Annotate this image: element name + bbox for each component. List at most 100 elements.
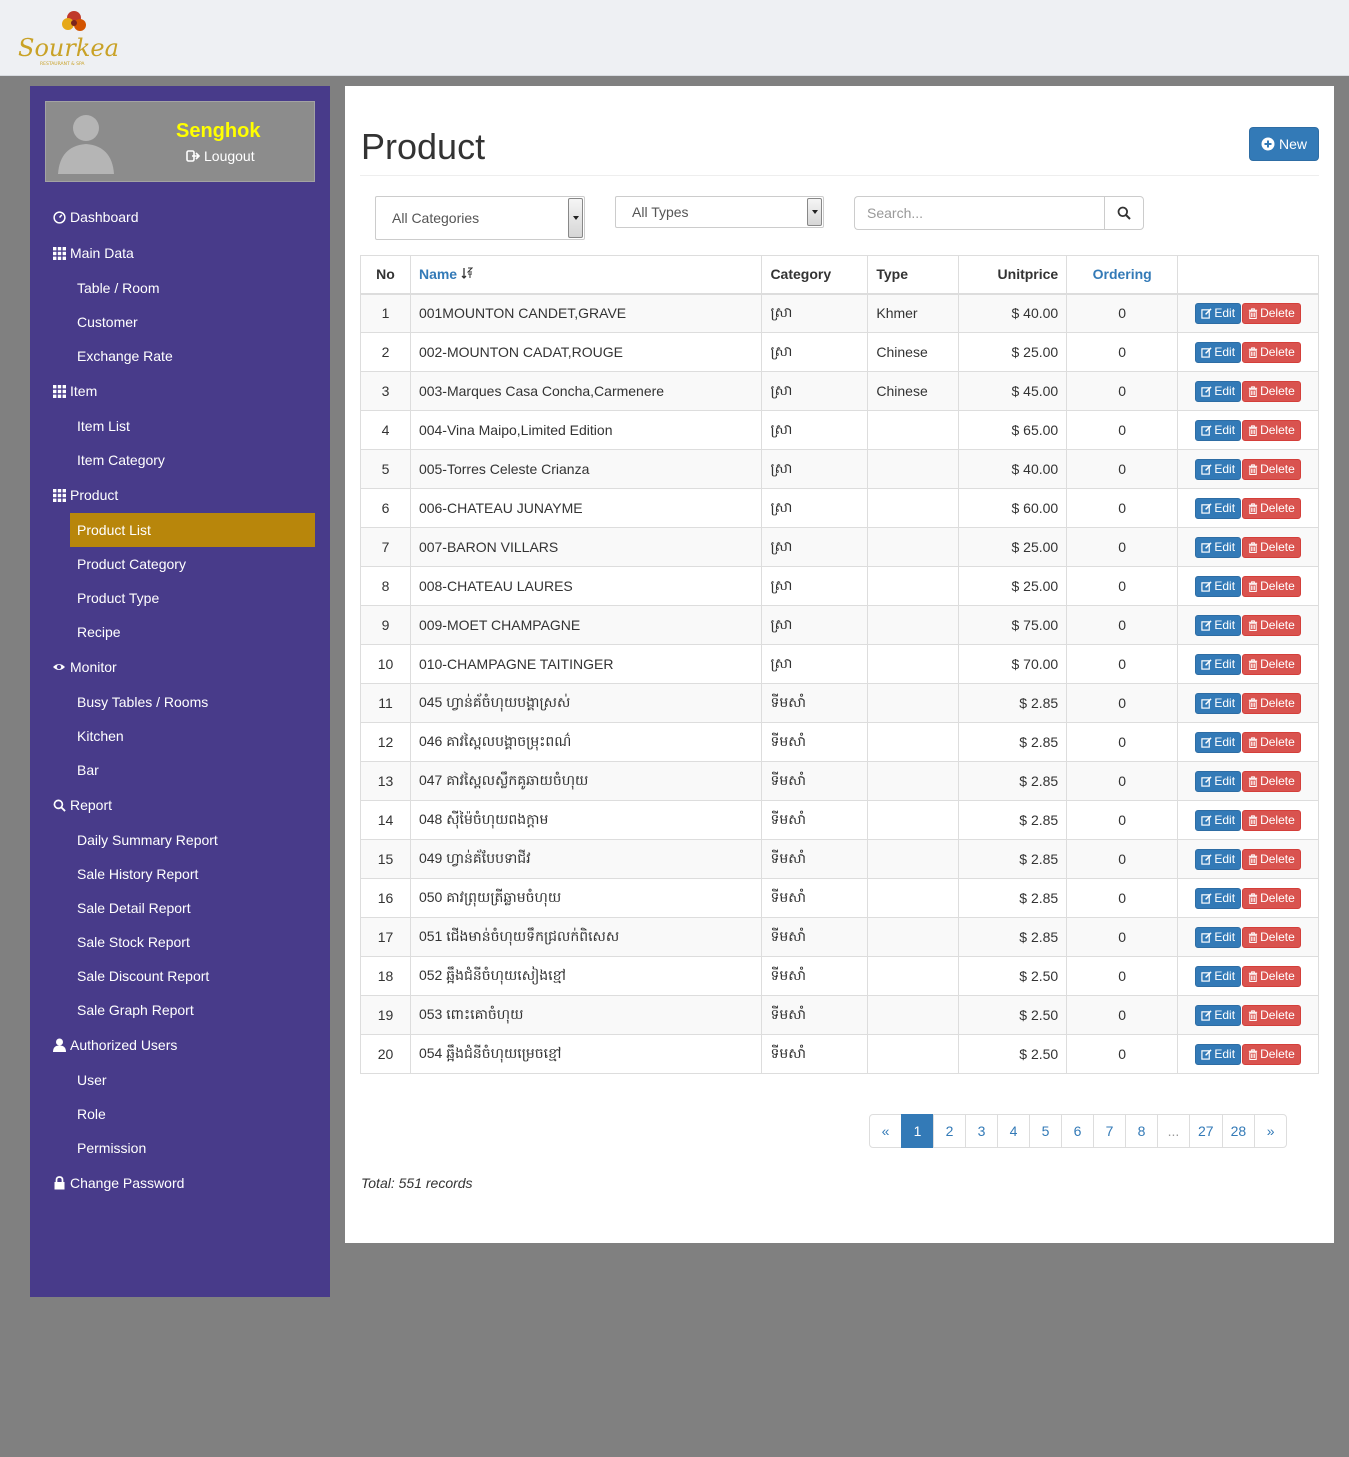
sidebar-item-main-data[interactable]: Main Data — [30, 235, 330, 271]
edit-button[interactable]: Edit — [1195, 848, 1242, 870]
cell-actions: Edit Delete — [1177, 839, 1319, 879]
delete-button[interactable]: Delete — [1242, 848, 1301, 870]
sidebar-item-permission[interactable]: Permission — [30, 1131, 330, 1165]
edit-button[interactable]: Edit — [1195, 302, 1242, 324]
sidebar-item-product-list[interactable]: Product List — [70, 513, 315, 547]
delete-button[interactable]: Delete — [1242, 770, 1301, 792]
sidebar-item-product[interactable]: Product — [30, 477, 330, 513]
delete-button[interactable]: Delete — [1242, 731, 1301, 753]
sidebar-item-busy-tables-rooms[interactable]: Busy Tables / Rooms — [30, 685, 330, 719]
sidebar-item-sale-discount-report[interactable]: Sale Discount Report — [30, 959, 330, 993]
page-8[interactable]: 8 — [1125, 1114, 1158, 1148]
delete-button[interactable]: Delete — [1242, 302, 1301, 324]
page-7[interactable]: 7 — [1093, 1114, 1126, 1148]
delete-button[interactable]: Delete — [1242, 692, 1301, 714]
edit-button[interactable]: Edit — [1195, 575, 1242, 597]
edit-button[interactable]: Edit — [1195, 1043, 1242, 1065]
page-1[interactable]: 1 — [901, 1114, 934, 1148]
edit-button[interactable]: Edit — [1195, 614, 1242, 636]
page-6[interactable]: 6 — [1061, 1114, 1094, 1148]
page-prev[interactable]: « — [869, 1114, 902, 1148]
edit-button[interactable]: Edit — [1195, 770, 1242, 792]
delete-button[interactable]: Delete — [1242, 1004, 1301, 1026]
edit-button[interactable]: Edit — [1195, 380, 1242, 402]
edit-button[interactable]: Edit — [1195, 458, 1242, 480]
search-input[interactable] — [854, 196, 1105, 230]
delete-button[interactable]: Delete — [1242, 1043, 1301, 1065]
delete-button[interactable]: Delete — [1242, 380, 1301, 402]
delete-button[interactable]: Delete — [1242, 458, 1301, 480]
sidebar-item-sale-graph-report[interactable]: Sale Graph Report — [30, 993, 330, 1027]
edit-button[interactable]: Edit — [1195, 341, 1242, 363]
trash-icon — [1248, 580, 1258, 592]
category-filter-select[interactable]: All Categories — [375, 196, 585, 240]
edit-label: Edit — [1214, 462, 1236, 476]
sidebar-item-item-list[interactable]: Item List — [30, 409, 330, 443]
delete-button[interactable]: Delete — [1242, 926, 1301, 948]
delete-button[interactable]: Delete — [1242, 965, 1301, 987]
cell-category: ស្រា — [761, 644, 869, 684]
sidebar-item-exchange-rate[interactable]: Exchange Rate — [30, 339, 330, 373]
edit-button[interactable]: Edit — [1195, 1004, 1242, 1026]
sidebar-item-recipe[interactable]: Recipe — [30, 615, 330, 649]
cell-no: 16 — [360, 878, 411, 918]
page-4[interactable]: 4 — [997, 1114, 1030, 1148]
sidebar-item-kitchen[interactable]: Kitchen — [30, 719, 330, 753]
delete-button[interactable]: Delete — [1242, 341, 1301, 363]
cell-name: 050 គាវព្រុយត្រីឆ្លាមចំហុយ — [409, 878, 763, 918]
edit-button[interactable]: Edit — [1195, 965, 1242, 987]
delete-button[interactable]: Delete — [1242, 536, 1301, 558]
page-next[interactable]: » — [1254, 1114, 1288, 1148]
page-3[interactable]: 3 — [965, 1114, 998, 1148]
sidebar-item-product-category[interactable]: Product Category — [30, 547, 330, 581]
edit-button[interactable]: Edit — [1195, 887, 1242, 909]
sidebar-item-item[interactable]: Item — [30, 373, 330, 409]
edit-button[interactable]: Edit — [1195, 809, 1242, 831]
edit-icon — [1201, 775, 1212, 787]
edit-button[interactable]: Edit — [1195, 536, 1242, 558]
page-28[interactable]: 28 — [1221, 1114, 1256, 1148]
new-product-button[interactable]: New — [1249, 127, 1319, 161]
sidebar-item-dashboard[interactable]: Dashboard — [30, 199, 330, 235]
sidebar-item-sale-stock-report[interactable]: Sale Stock Report — [30, 925, 330, 959]
sidebar-item-report[interactable]: Report — [30, 787, 330, 823]
sourkea-logo[interactable]: Sourkea RESTAURANT & SPA — [14, 4, 118, 68]
delete-button[interactable]: Delete — [1242, 653, 1301, 675]
edit-button[interactable]: Edit — [1195, 692, 1242, 714]
sidebar-item-monitor[interactable]: Monitor — [30, 649, 330, 685]
sidebar-item-role[interactable]: Role — [30, 1097, 330, 1131]
delete-button[interactable]: Delete — [1242, 419, 1301, 441]
delete-button[interactable]: Delete — [1242, 809, 1301, 831]
logout-link[interactable]: Lougout — [186, 148, 255, 164]
header-name-sort[interactable]: Name — [409, 255, 763, 295]
sidebar-item-item-category[interactable]: Item Category — [30, 443, 330, 477]
header-ordering-sort[interactable]: Ordering — [1066, 255, 1179, 295]
edit-button[interactable]: Edit — [1195, 653, 1242, 675]
sidebar-item-daily-summary-report[interactable]: Daily Summary Report — [30, 823, 330, 857]
type-filter-select[interactable]: All Types — [615, 196, 824, 228]
page-5[interactable]: 5 — [1029, 1114, 1062, 1148]
sidebar-item-sale-history-report[interactable]: Sale History Report — [30, 857, 330, 891]
cell-unitprice: $ 25.00 — [958, 527, 1068, 567]
edit-button[interactable]: Edit — [1195, 731, 1242, 753]
edit-button[interactable]: Edit — [1195, 497, 1242, 519]
sidebar-item-customer[interactable]: Customer — [30, 305, 330, 339]
sidebar-item-product-type[interactable]: Product Type — [30, 581, 330, 615]
delete-button[interactable]: Delete — [1242, 614, 1301, 636]
edit-button[interactable]: Edit — [1195, 419, 1242, 441]
page-2[interactable]: 2 — [933, 1114, 966, 1148]
edit-button[interactable]: Edit — [1195, 926, 1242, 948]
page-27[interactable]: 27 — [1189, 1114, 1223, 1148]
sidebar-item-bar[interactable]: Bar — [30, 753, 330, 787]
sidebar-item-table-room[interactable]: Table / Room — [30, 271, 330, 305]
sidebar-item-user[interactable]: User — [30, 1063, 330, 1097]
delete-button[interactable]: Delete — [1242, 887, 1301, 909]
sidebar-item-authorized-users[interactable]: Authorized Users — [30, 1027, 330, 1063]
search-button[interactable] — [1104, 196, 1144, 230]
delete-button[interactable]: Delete — [1242, 575, 1301, 597]
delete-button[interactable]: Delete — [1242, 497, 1301, 519]
trash-icon — [1248, 736, 1258, 748]
sidebar-item-sale-detail-report[interactable]: Sale Detail Report — [30, 891, 330, 925]
table-row: 11 045 ហ្វាន់គ័ចំហុយបង្គាស្រស់ ទីមសាំ $ 2.8… — [360, 683, 1319, 723]
sidebar-item-change-password[interactable]: Change Password — [30, 1165, 330, 1201]
